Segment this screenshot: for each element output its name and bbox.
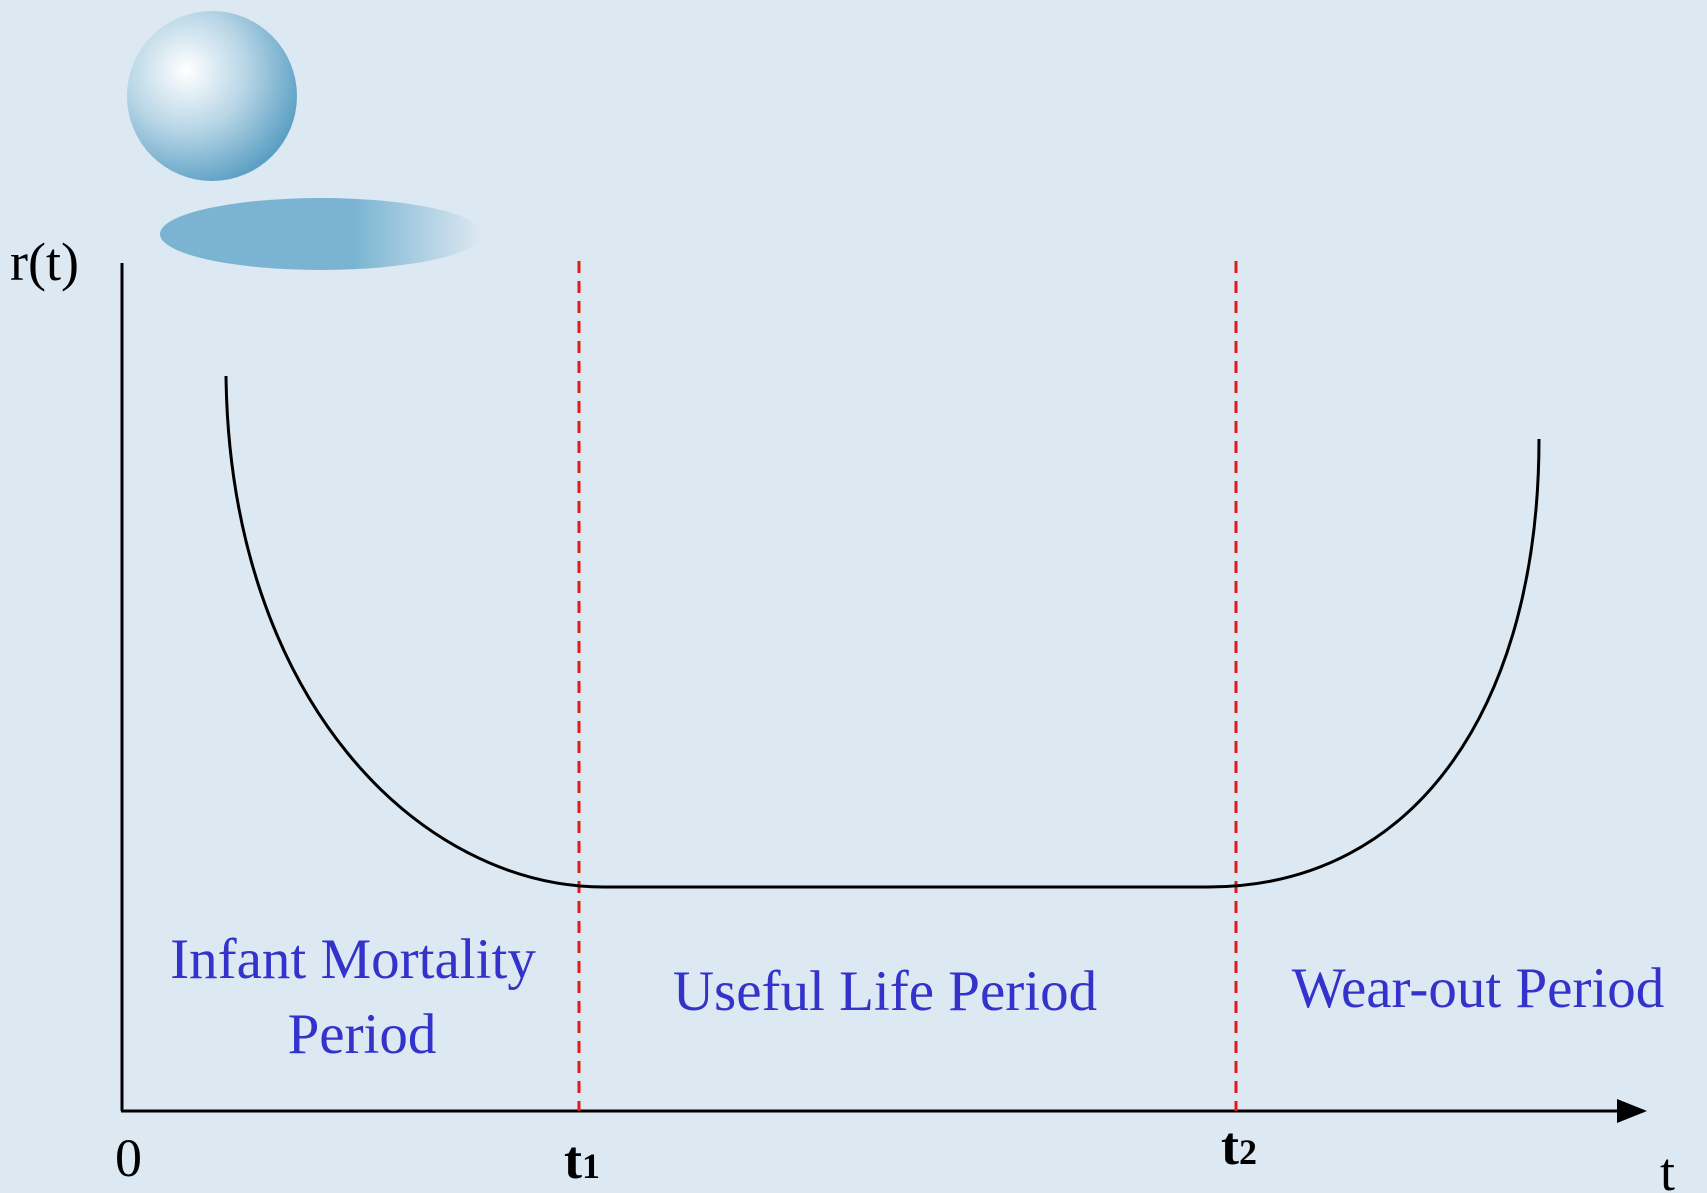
t1-main: t: [564, 1130, 582, 1190]
region-label: Useful Life Period: [673, 960, 1097, 1023]
y-axis-label: r(t): [10, 232, 79, 292]
t1-sub: 1: [582, 1146, 600, 1186]
bathtub-curve: [224, 375, 1541, 889]
t2-sub: 2: [1239, 1132, 1257, 1172]
origin-label: 0: [115, 1128, 142, 1188]
region-label: Infant Mortality: [170, 928, 536, 991]
x-axis-label: t: [1660, 1142, 1675, 1193]
ball: [127, 11, 297, 181]
ball-shadow: [160, 198, 482, 270]
region-label: Wear-out Period: [1292, 957, 1665, 1020]
region-label: Period: [288, 1003, 437, 1066]
t2-label: t2: [1221, 1116, 1257, 1176]
t2-main: t: [1221, 1116, 1239, 1176]
t1-label: t1: [564, 1130, 600, 1190]
